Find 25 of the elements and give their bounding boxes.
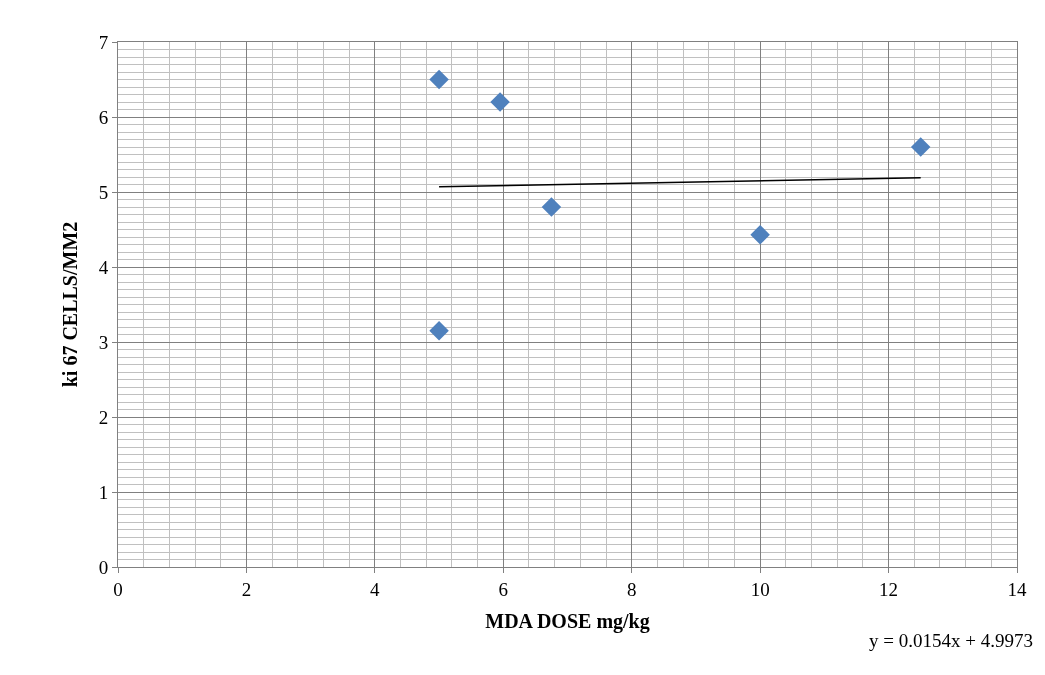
y-axis-title: ki 67 CELLS/MM2 <box>59 221 82 388</box>
point <box>910 137 931 157</box>
x-tick-label: 2 <box>241 578 252 600</box>
x-tick-label: 12 <box>879 578 899 600</box>
x-tick-label: 8 <box>626 578 637 600</box>
point <box>429 69 449 90</box>
x-tick-label: 10 <box>750 578 770 600</box>
point <box>429 321 449 341</box>
x-tick-label: 0 <box>113 578 123 600</box>
point <box>541 197 562 217</box>
y-tick-label: 1 <box>98 481 109 503</box>
y-tick-label: 2 <box>98 406 109 428</box>
point <box>750 225 770 245</box>
y-tick-label: 5 <box>98 181 109 203</box>
x-tick-label: 6 <box>498 578 509 600</box>
text: y = 0.0154x + 4.9973 <box>869 630 1033 651</box>
x-tick-label: 14 <box>1007 578 1027 600</box>
y-tick-label: 3 <box>98 331 109 353</box>
y-tick-label: 4 <box>98 256 109 278</box>
y-tick-label: 7 <box>98 31 109 53</box>
y-tick-label: 0 <box>98 556 109 578</box>
x-axis-title: MDA DOSE mg/kg <box>485 610 650 634</box>
x-tick-label: 4 <box>370 578 381 600</box>
point <box>490 92 510 112</box>
y-tick-label: 6 <box>98 106 109 128</box>
